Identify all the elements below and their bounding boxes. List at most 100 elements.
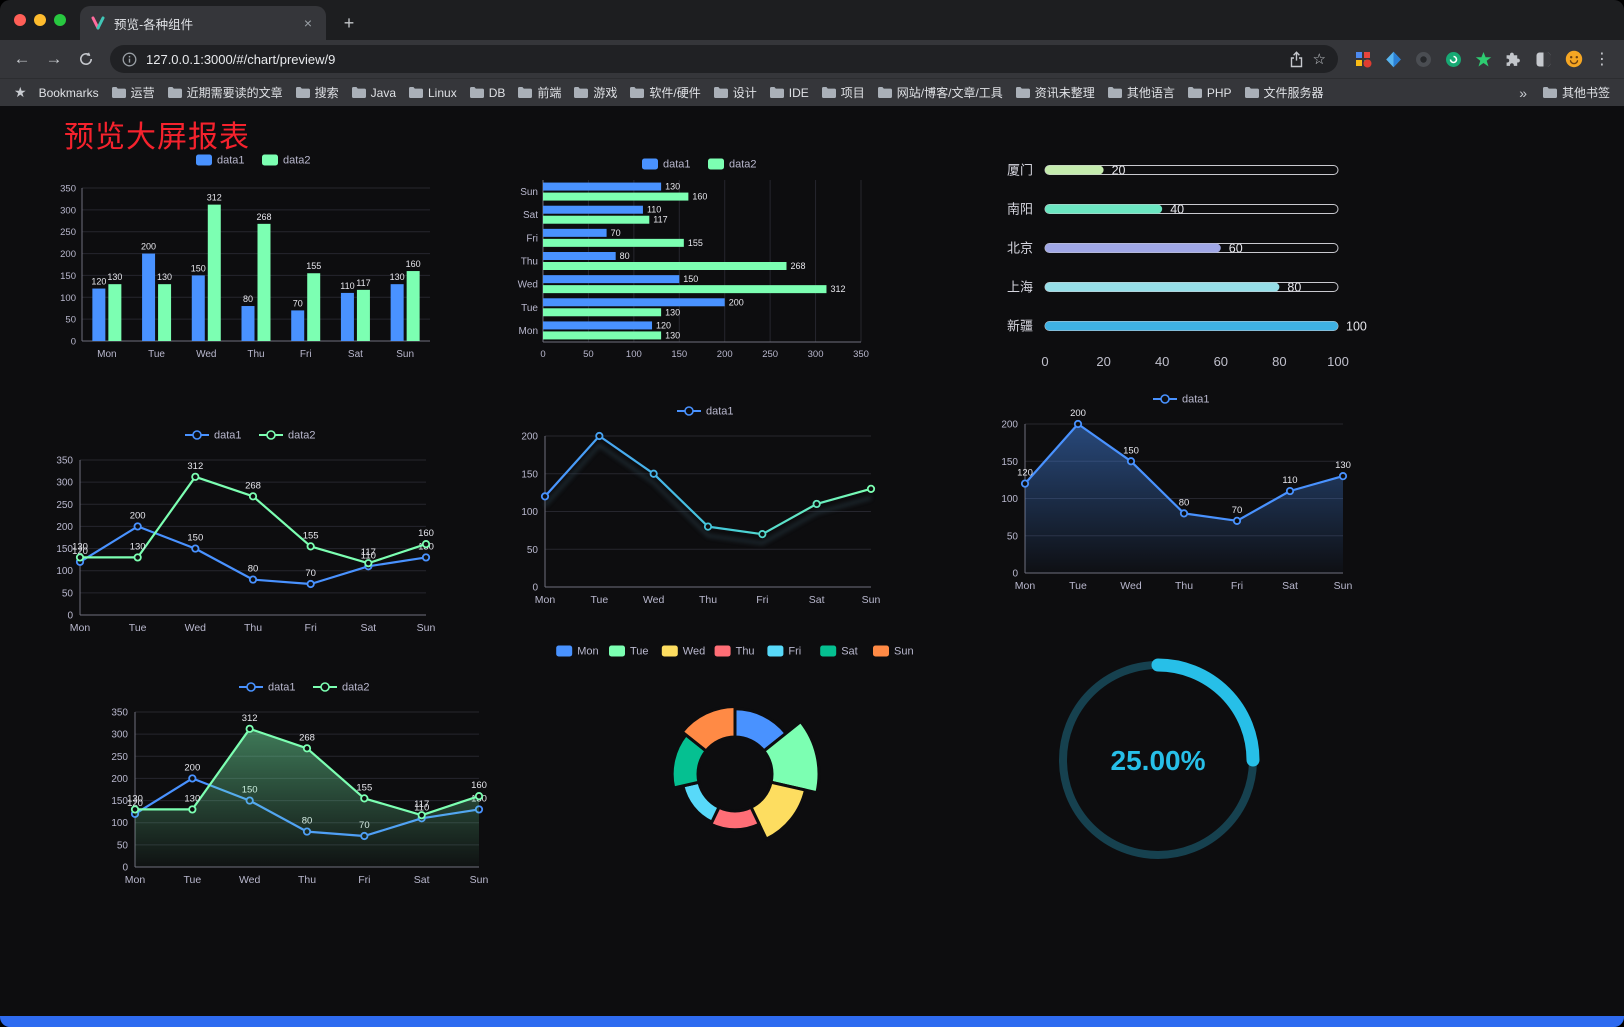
- svg-text:Sat: Sat: [523, 210, 538, 221]
- svg-text:100: 100: [1001, 494, 1018, 505]
- svg-text:data1: data1: [217, 155, 245, 167]
- svg-text:Thu: Thu: [521, 257, 538, 268]
- bookmark-item[interactable]: Java: [351, 86, 396, 100]
- tab-strip: 预览-各种组件 × +: [80, 6, 364, 40]
- chart-rose-donut[interactable]: Mon Tue Wed Thu Fri Sat Sun: [540, 638, 930, 900]
- svg-text:南阳: 南阳: [1007, 202, 1033, 217]
- bookmark-item[interactable]: 运营: [111, 84, 155, 101]
- svg-text:Sat: Sat: [360, 622, 376, 634]
- svg-text:Tue: Tue: [590, 594, 608, 606]
- zoom-window-button[interactable]: [54, 14, 66, 26]
- profile-avatar[interactable]: [1564, 50, 1583, 69]
- svg-text:155: 155: [303, 530, 319, 541]
- svg-text:0: 0: [122, 863, 128, 874]
- folder-icon: [1015, 87, 1030, 98]
- browser-menu-icon[interactable]: ⋮: [1594, 51, 1610, 68]
- bookmark-item[interactable]: 文件服务器: [1244, 84, 1324, 101]
- bookmark-star-icon[interactable]: ☆: [1312, 51, 1326, 68]
- chart-bar-grouped[interactable]: 0 50 100 150 200 250 300 350 Mon Tue Wed Thu Fri Sat S…: [40, 146, 440, 368]
- minimize-window-button[interactable]: [34, 14, 46, 26]
- green-star-extension-icon[interactable]: [1474, 50, 1493, 69]
- svg-text:Thu: Thu: [244, 622, 262, 634]
- svg-text:160: 160: [692, 192, 707, 202]
- svg-text:160: 160: [406, 259, 421, 269]
- reload-button[interactable]: [72, 45, 100, 73]
- svg-text:200: 200: [717, 349, 733, 360]
- bookmark-item[interactable]: 软件/硬件: [629, 84, 701, 101]
- svg-text:200: 200: [56, 522, 73, 533]
- bookmark-item[interactable]: 其他语言: [1107, 84, 1175, 101]
- bookmark-label: PHP: [1206, 85, 1232, 100]
- chart-progress-capsules[interactable]: 厦门 20 南阳 40 北京 60 上海 80 新疆 100 0 20 40 60 80 100: [985, 152, 1370, 384]
- chart-line-area-blue[interactable]: 0 50 100 150 200 Mon Tue Wed Thu Fri Sat Sun 120 200 1…: [985, 386, 1357, 600]
- tab-close-icon[interactable]: ×: [303, 15, 313, 31]
- bookmark-item[interactable]: 近期需要读的文章: [167, 84, 283, 101]
- extensions-puzzle-icon[interactable]: [1504, 50, 1523, 69]
- svg-text:Tue: Tue: [129, 622, 147, 634]
- svg-text:Mon: Mon: [519, 326, 538, 337]
- green-circle-extension-icon[interactable]: [1444, 50, 1463, 69]
- svg-text:312: 312: [830, 284, 845, 294]
- bookmark-item[interactable]: 设计: [713, 84, 757, 101]
- chart-line-gradient[interactable]: 0 50 100 150 200 Mon Tue Wed Thu Fri Sat Sun data1: [505, 398, 885, 614]
- svg-text:250: 250: [111, 752, 128, 763]
- svg-text:200: 200: [521, 432, 538, 443]
- bookmark-item[interactable]: DB: [469, 86, 505, 100]
- footer-strip: [0, 1016, 1624, 1027]
- bookmark-item[interactable]: 前端: [517, 84, 561, 101]
- svg-text:Fri: Fri: [305, 622, 317, 634]
- svg-text:110: 110: [361, 550, 376, 561]
- svg-text:300: 300: [808, 349, 824, 360]
- svg-text:Wed: Wed: [1120, 580, 1142, 592]
- bookmarks-label[interactable]: Bookmarks: [38, 85, 99, 100]
- tab-title: 预览-各种组件: [114, 17, 194, 32]
- site-info-icon[interactable]: [122, 52, 137, 67]
- svg-text:312: 312: [187, 461, 203, 472]
- dark-reader-extension-icon[interactable]: [1534, 50, 1553, 69]
- chart-line-two-series[interactable]: 0 50 100 150 200 250 300 350 Mon Tue Wed Thu Fri Sat S…: [40, 422, 440, 642]
- share-icon[interactable]: [1289, 50, 1304, 68]
- close-window-button[interactable]: [14, 14, 26, 26]
- bookmark-item[interactable]: 网站/博客/文章/工具: [877, 84, 1003, 101]
- forward-button[interactable]: →: [45, 49, 63, 68]
- grid-extension-icon[interactable]: [1354, 50, 1373, 69]
- svg-text:50: 50: [527, 545, 539, 556]
- svg-text:0: 0: [1012, 569, 1018, 580]
- bookmark-item[interactable]: 资讯未整理: [1015, 84, 1095, 101]
- chart-bar-horizontal[interactable]: 0 50 100 150 200 250 300 350 Sun Sat Fri Thu Wed Tue M…: [505, 150, 895, 368]
- kite-extension-icon[interactable]: [1384, 50, 1403, 69]
- bookmark-item[interactable]: PHP: [1187, 86, 1232, 100]
- bookmark-item[interactable]: IDE: [769, 86, 809, 100]
- svg-text:Thu: Thu: [247, 349, 264, 360]
- svg-text:上海: 上海: [1007, 280, 1033, 295]
- svg-text:Sun: Sun: [520, 187, 538, 198]
- extensions-cluster: ⋮: [1348, 49, 1616, 69]
- svg-text:data1: data1: [268, 682, 296, 694]
- svg-text:Fri: Fri: [756, 594, 768, 606]
- svg-text:250: 250: [56, 500, 73, 511]
- page-title: 预览大屏报表: [64, 121, 250, 154]
- bookmark-item[interactable]: 项目: [821, 84, 865, 101]
- browser-tab[interactable]: 预览-各种组件 ×: [80, 6, 326, 40]
- bookmark-label: 项目: [840, 86, 865, 100]
- svg-text:Fri: Fri: [1231, 580, 1243, 592]
- url-text[interactable]: 127.0.0.1:3000/#/chart/preview/9: [146, 51, 336, 67]
- svg-text:Mon: Mon: [577, 646, 598, 658]
- bookmarks-overflow-chevron[interactable]: »: [1519, 84, 1527, 101]
- bookmark-item[interactable]: Linux: [408, 86, 457, 100]
- bookmarks-star-icon[interactable]: ★: [14, 84, 27, 100]
- chart-line-area-green[interactable]: 0 50 100 150 200 250 300 350 Mon Tue Wed Thu Fri Sat S…: [95, 674, 493, 894]
- new-tab-button[interactable]: +: [343, 12, 355, 33]
- chart-gauge[interactable]: 25.00%: [1020, 654, 1300, 874]
- back-button[interactable]: ←: [13, 49, 31, 68]
- svg-text:Thu: Thu: [736, 646, 755, 658]
- svg-text:160: 160: [418, 528, 434, 539]
- address-bar[interactable]: 127.0.0.1:3000/#/chart/preview/9 ☆: [110, 45, 1338, 73]
- dark-circle-extension-icon[interactable]: [1414, 50, 1433, 69]
- other-bookmarks-folder[interactable]: 其他书签: [1542, 84, 1610, 101]
- svg-text:200: 200: [184, 762, 200, 773]
- svg-text:130: 130: [107, 272, 122, 282]
- bookmark-item[interactable]: 游戏: [573, 84, 617, 101]
- bookmark-item[interactable]: 搜索: [295, 84, 339, 101]
- svg-text:0: 0: [71, 337, 76, 348]
